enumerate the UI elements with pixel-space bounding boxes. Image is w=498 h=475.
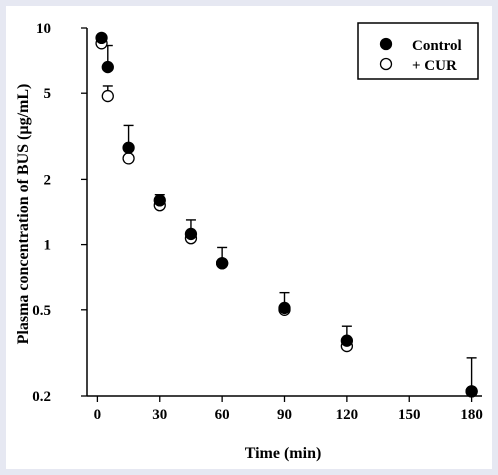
data-point-control [215, 257, 229, 270]
data-point-control [184, 227, 198, 241]
legend-label-cur: + CUR [412, 58, 457, 74]
legend-marker-control [379, 37, 393, 51]
y-tick-label: 2 [44, 172, 52, 188]
x-tick-label: 30 [152, 407, 167, 423]
data-point-control [122, 141, 135, 154]
x-tick-label: 0 [94, 407, 102, 423]
x-tick-label: 90 [277, 407, 292, 423]
legend-box [357, 22, 479, 80]
error-bars [96, 35, 477, 392]
data-points [95, 31, 478, 398]
data-point-control [153, 194, 166, 207]
y-axis-title: Plasma concentration of BUS (µg/mL) [15, 84, 32, 345]
data-point-control [95, 31, 108, 45]
data-point-control [340, 334, 354, 347]
legend-label-control: Control [412, 38, 462, 54]
x-tick-label: 180 [460, 407, 483, 423]
pk-scatter-chart: 0 30 60 90 120 150 180 0.2 0.5 1 2 5 10 Control + CU… [15, 21, 483, 462]
y-tick-label: 10 [36, 21, 51, 37]
x-tick-label: 120 [336, 407, 359, 423]
x-tick-label: 150 [398, 407, 421, 423]
y-tick-label: 1 [44, 238, 52, 254]
x-tick-label: 60 [215, 407, 230, 423]
x-axis-title: Time (min) [245, 445, 322, 462]
axes: 0 30 60 90 120 150 180 0.2 0.5 1 2 5 10 [32, 21, 483, 423]
y-tick-label: 0.2 [32, 389, 51, 405]
data-point-cur [101, 89, 114, 103]
data-point-cur [122, 152, 135, 165]
y-tick-label: 5 [44, 86, 52, 102]
chart-panel: 0 30 60 90 120 150 180 0.2 0.5 1 2 5 10 Control + CU… [6, 6, 492, 469]
data-point-control [465, 385, 478, 398]
data-point-control [278, 301, 291, 315]
y-tick-label: 0.5 [32, 303, 51, 319]
legend-marker-cur [379, 57, 393, 71]
data-point-control [101, 60, 114, 74]
legend: Control + CUR [357, 22, 479, 80]
